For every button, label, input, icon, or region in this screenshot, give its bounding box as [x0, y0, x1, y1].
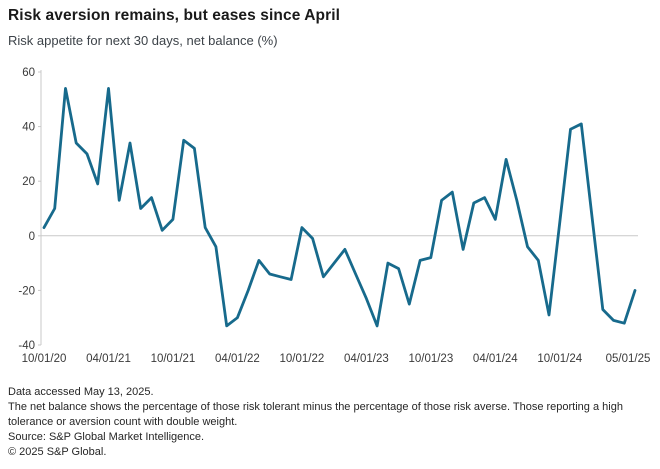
x-tick-label: 10/01/24 [537, 353, 582, 365]
y-tick-label: -40 [18, 340, 35, 352]
x-tick-label: 10/01/21 [151, 353, 196, 365]
footnotes: Data accessed May 13, 2025. The net bala… [8, 385, 652, 460]
footnote-source: Source: S&P Global Market Intelligence. [8, 431, 205, 443]
risk-appetite-series-line [42, 86, 637, 328]
x-tick-label: 10/01/23 [408, 353, 453, 365]
y-tick-label: 20 [22, 176, 35, 188]
x-tick-label: 04/01/21 [86, 353, 131, 365]
x-tick-label: 04/01/24 [473, 353, 518, 365]
y-tick-label: 40 [22, 122, 35, 134]
chart-subtitle: Risk appetite for next 30 days, net bala… [8, 33, 278, 48]
x-tick-label: 04/01/22 [215, 353, 260, 365]
x-tick-label: 04/01/23 [344, 353, 389, 365]
y-tick-label: 60 [22, 67, 35, 79]
chart-title: Risk aversion remains, but eases since A… [8, 7, 341, 24]
footnote-data-accessed: Data accessed May 13, 2025. [8, 386, 154, 398]
footnote-definition: The net balance shows the percentage of … [8, 401, 623, 428]
footnote-copyright: © 2025 S&P Global. [8, 446, 107, 458]
x-tick-label: 10/01/22 [280, 353, 325, 365]
x-tick-label: 10/01/20 [22, 353, 67, 365]
x-tick-label: 05/01/25 [606, 353, 651, 365]
y-tick-label: 0 [29, 231, 35, 243]
y-tick-label: -20 [18, 285, 35, 297]
